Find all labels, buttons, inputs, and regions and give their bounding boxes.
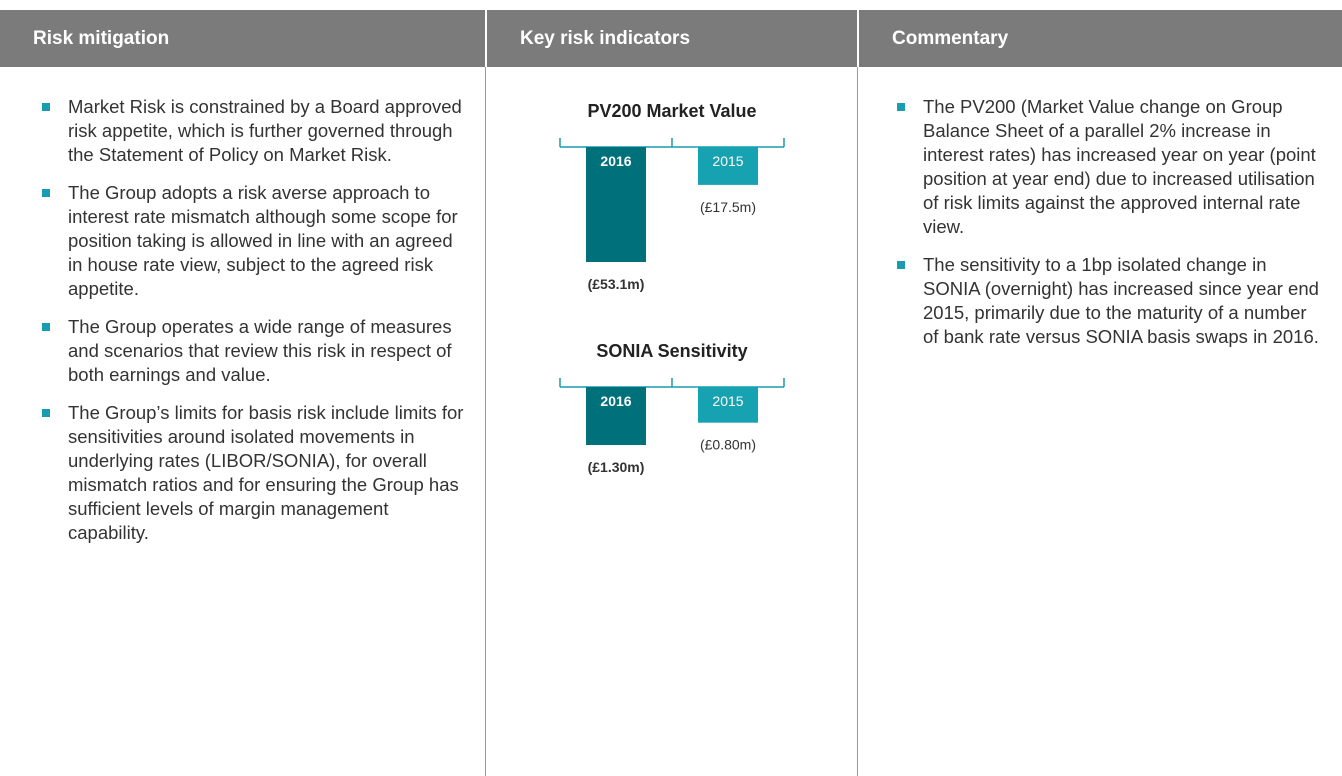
header-cell: Commentary: [858, 10, 1342, 67]
bullet-item: The Group adopts a risk averse approach …: [42, 181, 472, 301]
bar: [698, 147, 758, 185]
column-divider: [485, 67, 486, 776]
value-label: (£17.5m): [700, 199, 756, 215]
bullet-item: The PV200 (Market Value change on Group …: [897, 95, 1327, 239]
kri-charts: PV200 Market Value 2016 (£53.1m) 2015 (£17.5…: [559, 101, 785, 475]
bar-category: 2015: [712, 393, 743, 409]
bar: [698, 387, 758, 423]
mitigation-list: Market Risk is constrained by a Board ap…: [42, 95, 472, 559]
bar: [586, 147, 646, 262]
bar-category: 2016: [600, 393, 631, 409]
header-cell: Risk mitigation: [0, 10, 485, 67]
value-label: (£0.80m): [700, 437, 756, 453]
column-divider: [857, 67, 858, 776]
commentary-list: The PV200 (Market Value change on Group …: [897, 95, 1327, 363]
bar-category: 2015: [712, 153, 743, 169]
bullet-item: The sensitivity to a 1bp isolated change…: [897, 253, 1327, 349]
bar-category: 2016: [600, 153, 631, 169]
bullet-item: Market Risk is constrained by a Board ap…: [42, 95, 472, 167]
value-label: (£1.30m): [588, 459, 645, 475]
value-label: (£53.1m): [588, 276, 645, 292]
bar: [586, 387, 646, 445]
chart-title: SONIA Sensitivity: [596, 341, 747, 361]
bullet-item: The Group’s limits for basis risk includ…: [42, 401, 472, 545]
chart-title: PV200 Market Value: [587, 101, 756, 121]
header-cell: Key risk indicators: [486, 10, 857, 67]
bullet-item: The Group operates a wide range of measu…: [42, 315, 472, 387]
